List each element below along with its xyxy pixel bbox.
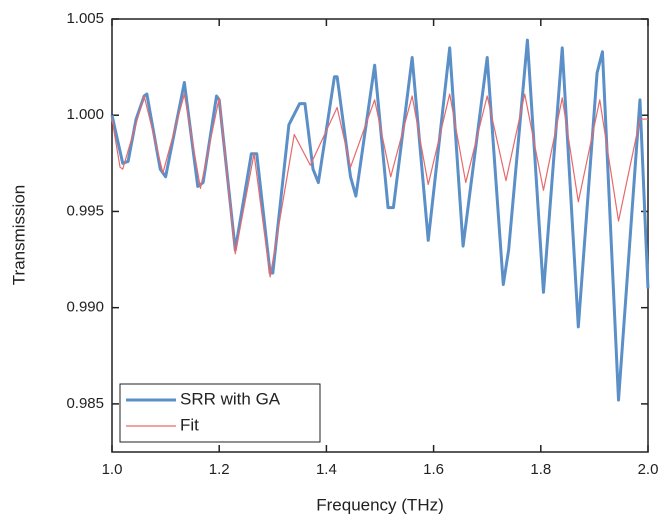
y-tick-label: 0.995: [66, 202, 104, 219]
y-axis-label: Transmission: [9, 185, 28, 285]
x-tick-label: 1.6: [423, 461, 444, 478]
y-tick-label: 1.005: [66, 10, 104, 27]
plot-frame: [111, 18, 649, 453]
x-tick-label: 1.8: [530, 461, 551, 478]
x-axis-label: Frequency (THz): [316, 495, 444, 514]
x-tick-label: 1.2: [209, 461, 230, 478]
legend-box: [119, 383, 321, 443]
legend-label: SRR with GA: [180, 389, 281, 408]
y-tick-label: 0.985: [66, 395, 104, 412]
y-tick-label: 1.000: [66, 106, 104, 123]
x-tick-label: 1.0: [102, 461, 123, 478]
data-line: [111, 93, 648, 278]
y-tick-label: 0.990: [66, 299, 104, 316]
legend-label: Fit: [180, 415, 199, 434]
x-tick-label: 2.0: [638, 461, 659, 478]
x-tick-label: 1.4: [316, 461, 337, 478]
data-line: [110, 38, 650, 402]
